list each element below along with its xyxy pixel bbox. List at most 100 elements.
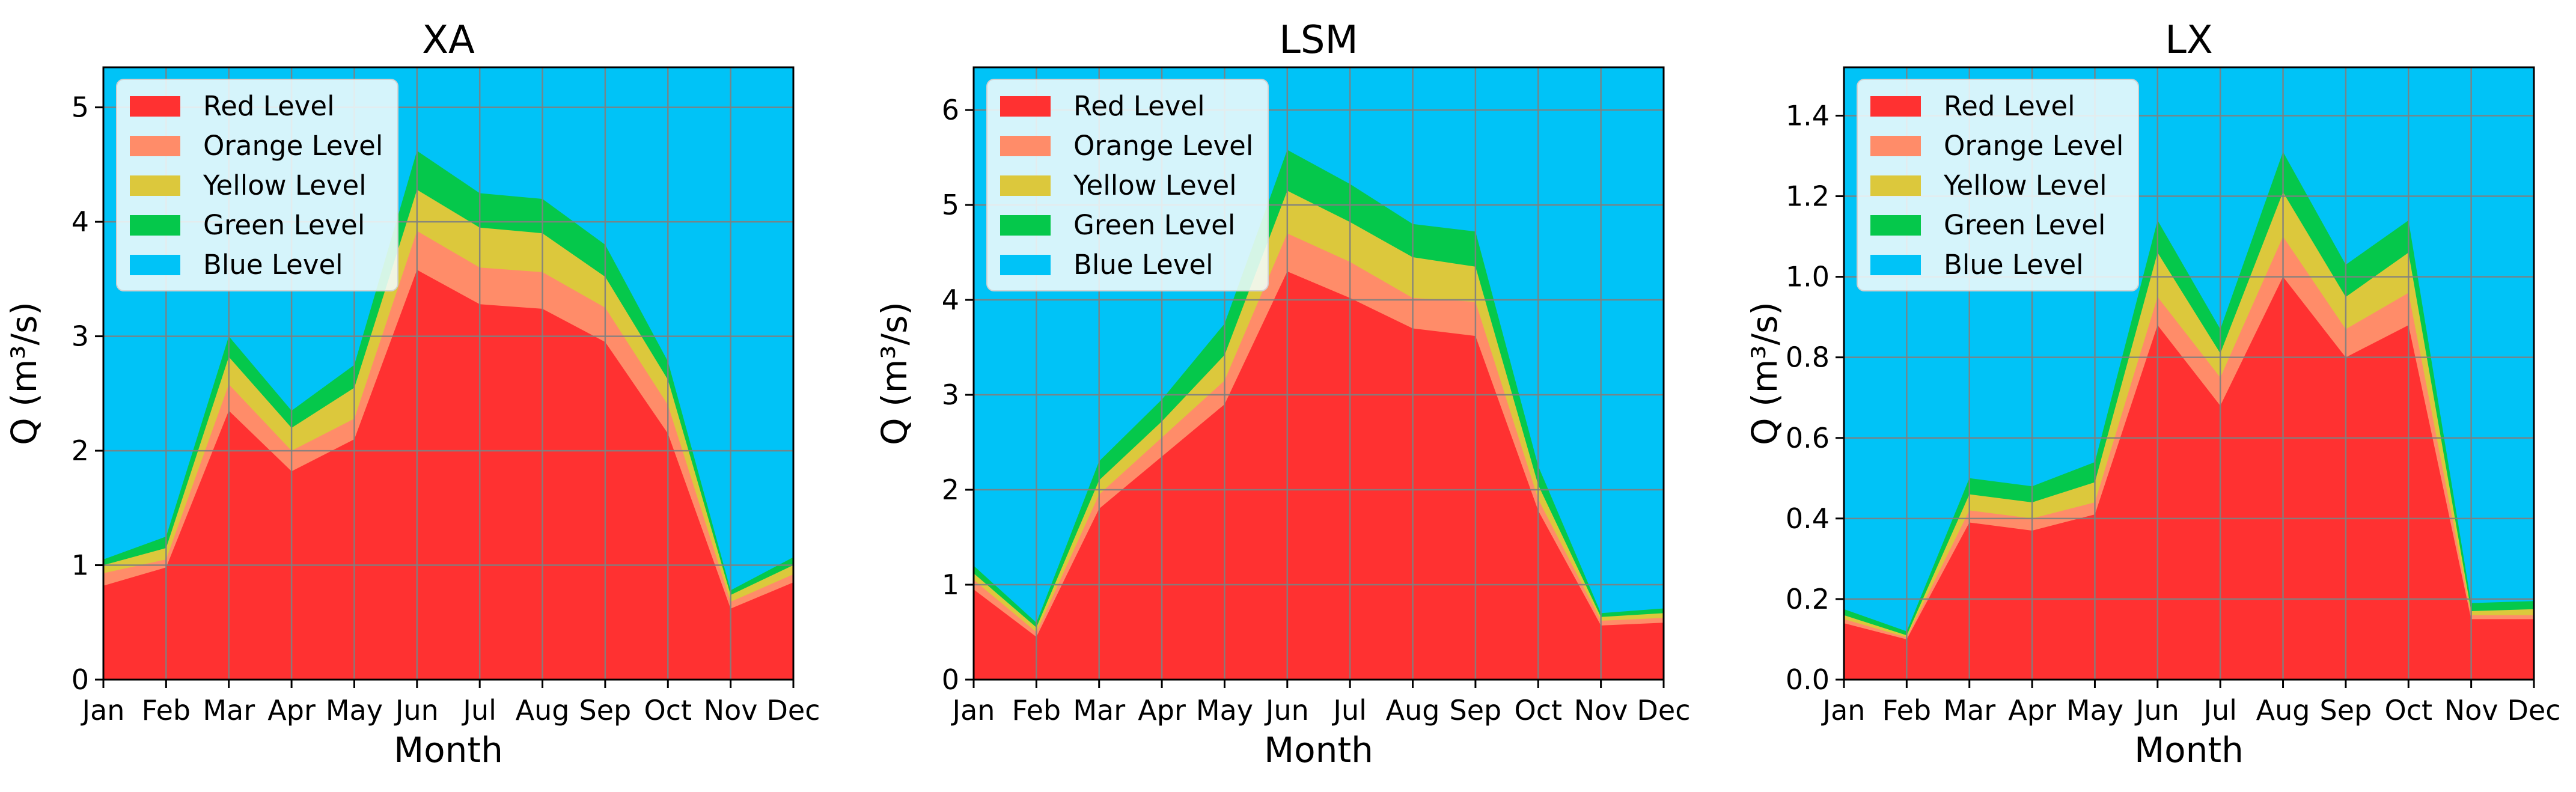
x-tick-label: Dec xyxy=(2507,694,2560,727)
y-tick-label: 2 xyxy=(72,434,89,467)
y-tick-label: 0.6 xyxy=(1786,422,1830,454)
y-tick-label: 2 xyxy=(942,474,959,506)
y-tick-label: 6 xyxy=(942,94,959,126)
legend-label-orange-level: Orange Level xyxy=(1944,130,2123,162)
x-tick-label: Sep xyxy=(2320,694,2372,727)
y-axis-label: Q (m³/s) xyxy=(1744,302,1785,445)
x-tick-label: Jan xyxy=(1821,694,1866,727)
y-tick-label: 1.2 xyxy=(1786,180,1830,213)
x-tick-label: May xyxy=(326,694,383,727)
x-tick-label: Jun xyxy=(2134,694,2179,727)
x-tick-label: Apr xyxy=(1138,694,1186,727)
legend-label-blue-level: Blue Level xyxy=(1944,249,2084,281)
x-tick-label: Oct xyxy=(644,694,692,727)
chart-title: XA xyxy=(422,18,475,62)
x-tick-label: Oct xyxy=(2384,694,2432,727)
legend-box xyxy=(116,79,398,291)
y-tick-label: 0 xyxy=(942,663,959,696)
legend-swatch-green-level xyxy=(130,215,180,236)
x-tick-label: Feb xyxy=(142,694,191,727)
x-tick-label: Feb xyxy=(1012,694,1061,727)
y-tick-label: 1 xyxy=(942,568,959,601)
legend-label-red-level: Red Level xyxy=(1073,90,1205,122)
legend-swatch-blue-level xyxy=(1000,255,1051,275)
y-tick-label: 1 xyxy=(72,549,89,582)
legend-label-yellow-level: Yellow Level xyxy=(203,169,367,201)
x-tick-label: Apr xyxy=(267,694,316,727)
x-axis-label: Month xyxy=(1264,730,1373,770)
y-tick-label: 3 xyxy=(72,320,89,353)
legend: Red Level Orange Level Yellow Level Green L… xyxy=(986,79,1269,291)
x-tick-label: Apr xyxy=(2008,694,2056,727)
chart-panel-xa: 0 1 2 3 4 5 Jan Feb Mar Apr May Jun Jul Aug Sep Oct Nov D… xyxy=(4,18,820,770)
y-tick-label: 1.0 xyxy=(1786,261,1830,293)
legend-swatch-orange-level xyxy=(130,136,180,156)
y-tick-label: 4 xyxy=(72,206,89,238)
legend-swatch-red-level xyxy=(1000,96,1051,117)
x-tick-label: Nov xyxy=(704,694,758,727)
x-axis-label: Month xyxy=(394,730,503,770)
y-axis-label: Q (m³/s) xyxy=(4,302,44,445)
legend-label-yellow-level: Yellow Level xyxy=(1073,169,1237,201)
legend-label-yellow-level: Yellow Level xyxy=(1943,169,2107,201)
legend-swatch-blue-level xyxy=(1870,255,1921,275)
y-tick-label: 0.0 xyxy=(1786,663,1830,696)
legend-swatch-yellow-level xyxy=(130,175,180,196)
chart-title: LSM xyxy=(1279,18,1358,62)
x-tick-label: Jul xyxy=(461,694,496,727)
y-axis-label: Q (m³/s) xyxy=(874,302,915,445)
area-red-level xyxy=(1844,276,2534,680)
x-tick-label: Aug xyxy=(516,694,570,727)
y-tick-label: 4 xyxy=(942,284,959,316)
x-tick-label: Sep xyxy=(579,694,632,727)
legend-swatch-yellow-level xyxy=(1870,175,1921,196)
legend-label-red-level: Red Level xyxy=(203,90,335,122)
legend-label-green-level: Green Level xyxy=(1073,209,1235,241)
x-tick-label: Jan xyxy=(81,694,125,727)
x-tick-label: Dec xyxy=(1637,694,1690,727)
x-tick-label: Mar xyxy=(1943,694,1995,727)
area-red-level xyxy=(103,270,793,680)
x-tick-label: Sep xyxy=(1450,694,1502,727)
legend-label-red-level: Red Level xyxy=(1944,90,2075,122)
legend-swatch-red-level xyxy=(130,96,180,117)
x-tick-label: Mar xyxy=(203,694,255,727)
legend-box xyxy=(1857,79,2139,291)
chart-panel-lx: 0.0 0.2 0.4 0.6 0.8 1.0 1.2 1.4 Jan Feb Mar Apr May J… xyxy=(1744,18,2561,770)
x-tick-label: Dec xyxy=(766,694,820,727)
legend-label-blue-level: Blue Level xyxy=(203,249,343,281)
x-tick-label: Aug xyxy=(2256,694,2310,727)
x-tick-label: Jan xyxy=(951,694,995,727)
y-tick-label: 0.2 xyxy=(1786,583,1830,615)
chart-title: LX xyxy=(2165,18,2213,62)
legend-label-green-level: Green Level xyxy=(203,209,365,241)
x-tick-label: Jul xyxy=(1331,694,1367,727)
x-tick-label: Mar xyxy=(1073,694,1125,727)
x-tick-label: Nov xyxy=(2444,694,2498,727)
legend: Red Level Orange Level Yellow Level Green L… xyxy=(1857,79,2139,291)
x-tick-label: May xyxy=(1196,694,1253,727)
legend-box xyxy=(986,79,1269,291)
y-tick-label: 5 xyxy=(942,189,959,221)
axes-frame xyxy=(1843,66,2535,681)
legend-label-orange-level: Orange Level xyxy=(203,130,383,162)
x-tick-label: Aug xyxy=(1386,694,1440,727)
legend-swatch-red-level xyxy=(1870,96,1921,117)
y-tick-label: 3 xyxy=(942,379,959,411)
x-tick-label: Jun xyxy=(394,694,439,727)
y-tick-label: 0.4 xyxy=(1786,502,1830,535)
legend: Red Level Orange Level Yellow Level Green L… xyxy=(116,79,398,291)
legend-swatch-green-level xyxy=(1870,215,1921,236)
x-tick-label: Oct xyxy=(1514,694,1562,727)
x-tick-label: Nov xyxy=(1574,694,1628,727)
legend-swatch-blue-level xyxy=(130,255,180,275)
legend-swatch-orange-level xyxy=(1870,136,1921,156)
y-tick-label: 0.8 xyxy=(1786,341,1830,374)
legend-swatch-yellow-level xyxy=(1000,175,1051,196)
axes-frame xyxy=(972,66,1665,681)
legend-swatch-green-level xyxy=(1000,215,1051,236)
legend-label-orange-level: Orange Level xyxy=(1073,130,1253,162)
axes-frame xyxy=(102,66,795,681)
legend-swatch-orange-level xyxy=(1000,136,1051,156)
